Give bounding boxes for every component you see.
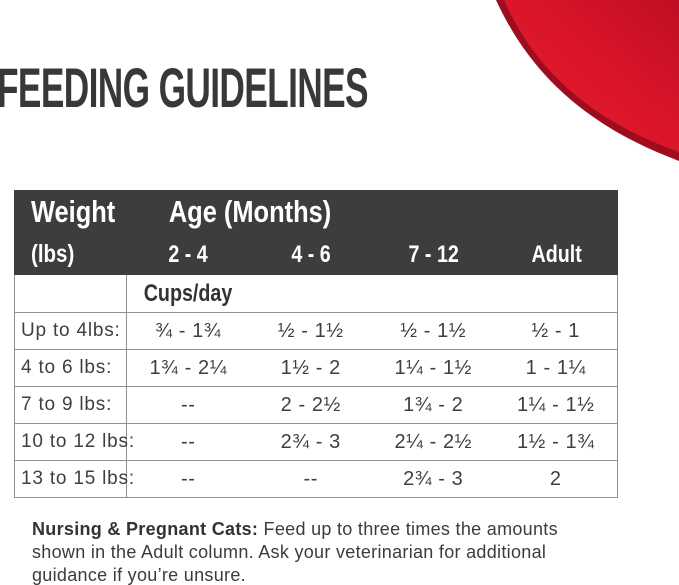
table-body: Cups/day Up to 4lbs: ¾ - 1¾ ½ - 1½ ½ - 1… xyxy=(14,275,618,498)
weight-cell: 10 to 12 lbs: xyxy=(15,424,134,460)
note-line-1: Nursing & Pregnant Cats: Feed up to thre… xyxy=(32,519,558,539)
weight-cell: 7 to 9 lbs: xyxy=(15,387,127,423)
age-col-7-12: 7 - 12 xyxy=(408,240,460,268)
table-header: Weight Age (Months) (lbs) 2 - 4 4 - 6 7 … xyxy=(14,190,618,275)
note-line-3: guidance if you’re unsure. xyxy=(32,565,246,585)
page-title-text: FEEDING GUIDELINES xyxy=(0,56,369,119)
weight-units-header: (lbs) xyxy=(14,240,127,269)
units-label: Cups/day xyxy=(143,279,233,307)
note-line-2: shown in the Adult column. Ask your vete… xyxy=(32,542,547,562)
units-row-empty-cell xyxy=(15,275,127,312)
table-row: 7 to 9 lbs: -- 2 - 2½ 1¾ - 2 1¼ - 1½ xyxy=(15,387,617,424)
value-cell: 1¾ - 2 xyxy=(403,393,464,416)
age-col-adult: Adult xyxy=(531,240,582,268)
weight-cell: 4 to 6 lbs: xyxy=(15,350,127,386)
value-cell: -- xyxy=(303,467,319,490)
value-cell: 1½ - 1¾ xyxy=(516,430,595,453)
value-cell: 2 xyxy=(549,467,562,490)
value-cell: 1¼ - 1½ xyxy=(516,393,595,416)
value-cell: -- xyxy=(180,430,196,453)
weight-header-label: Weight xyxy=(31,194,116,229)
table-row: 13 to 15 lbs: -- -- 2¾ - 3 2 xyxy=(15,461,617,497)
value-cell: ½ - 1½ xyxy=(277,319,344,342)
lbs-header-label: (lbs) xyxy=(31,240,75,268)
table-row: 4 to 6 lbs: 1¾ - 2¼ 1½ - 2 1¼ - 1½ 1 - 1… xyxy=(15,350,617,387)
age-col-2-4: 2 - 4 xyxy=(168,240,209,268)
page-title: FEEDING GUIDELINES xyxy=(0,60,586,116)
value-cell: 2¾ - 3 xyxy=(403,467,464,490)
note-bold-lead: Nursing & Pregnant Cats: xyxy=(32,519,259,539)
value-cell: 1 - 1¼ xyxy=(525,356,586,379)
weight-cell: 13 to 15 lbs: xyxy=(15,461,134,497)
value-cell: ¾ - 1¾ xyxy=(155,319,222,342)
age-months-header: Age (Months) xyxy=(127,194,373,230)
value-cell: ½ - 1 xyxy=(531,319,581,342)
age-col-4-6: 4 - 6 xyxy=(291,240,331,268)
value-cell: 1½ - 2 xyxy=(280,356,341,379)
value-cell: 1¾ - 2¼ xyxy=(149,356,228,379)
nursing-pregnant-note: Nursing & Pregnant Cats: Feed up to thre… xyxy=(32,518,652,585)
value-cell: 2¾ - 3 xyxy=(280,430,341,453)
value-cell: 2 - 2½ xyxy=(280,393,341,416)
age-header-label: Age (Months) xyxy=(168,194,331,229)
value-cell: -- xyxy=(180,393,196,416)
weight-column-header: Weight xyxy=(14,194,127,230)
value-cell: -- xyxy=(180,467,196,490)
value-cell: ½ - 1½ xyxy=(400,319,467,342)
units-row: Cups/day xyxy=(15,275,617,313)
table-row: Up to 4lbs: ¾ - 1¾ ½ - 1½ ½ - 1½ ½ - 1 xyxy=(15,313,617,350)
value-cell: 1¼ - 1½ xyxy=(394,356,473,379)
table-row: 10 to 12 lbs: -- 2¾ - 3 2¼ - 2½ 1½ - 1¾ xyxy=(15,424,617,461)
note-line-1-rest: Feed up to three times the amounts xyxy=(258,519,558,539)
feeding-table: Weight Age (Months) (lbs) 2 - 4 4 - 6 7 … xyxy=(14,190,618,498)
weight-cell: Up to 4lbs: xyxy=(15,313,127,349)
value-cell: 2¼ - 2½ xyxy=(394,430,473,453)
